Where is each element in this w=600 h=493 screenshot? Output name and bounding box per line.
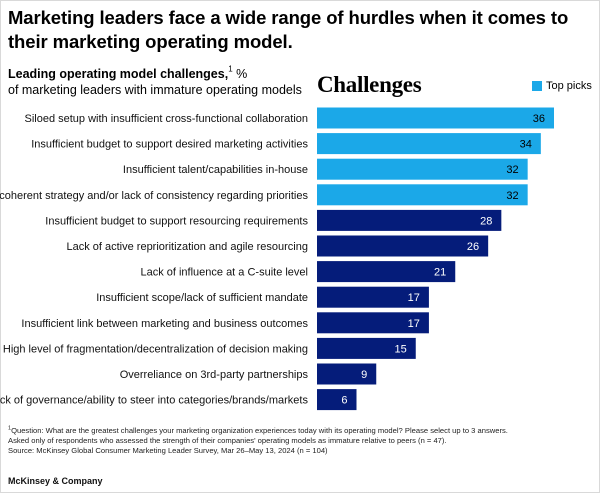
value-label: 17 — [408, 318, 420, 330]
value-label: 34 — [520, 139, 532, 151]
category-label: Lack of governance/ability to steer into… — [0, 395, 308, 407]
category-label: Insufficient scope/lack of sufficient ma… — [96, 292, 308, 304]
footnote-question: 1Question: What are the greatest challen… — [8, 426, 593, 436]
bar-row: Siloed setup with insufficient cross-fun… — [24, 107, 554, 129]
bar-row: Incoherent strategy and/or lack of consi… — [0, 184, 528, 206]
bar — [317, 312, 429, 334]
bar — [317, 363, 377, 385]
bar — [317, 337, 416, 359]
bar — [317, 133, 541, 155]
bar-row: High level of fragmentation/decentraliza… — [3, 337, 416, 359]
bar — [317, 261, 456, 283]
category-label: Insufficient budget to support resourcin… — [45, 215, 308, 227]
bar-row: Insufficient link between marketing and … — [21, 312, 429, 334]
footnote-question-text: Question: What are the greatest challeng… — [11, 426, 508, 435]
category-label: Insufficient budget to support desired m… — [31, 139, 308, 151]
bar-row: Insufficient scope/lack of sufficient ma… — [96, 286, 429, 308]
category-label: High level of fragmentation/decentraliza… — [3, 343, 308, 355]
bar — [317, 209, 502, 231]
subtitle-unit: % — [232, 67, 248, 81]
legend: Top picks — [532, 80, 592, 92]
value-label: 26 — [467, 241, 479, 253]
bar-row: Lack of influence at a C-suite level 21 — [140, 261, 456, 283]
footnote-mark: 1 — [8, 425, 12, 432]
category-label: Lack of influence at a C-suite level — [140, 267, 308, 279]
bar-row: Insufficient talent/capabilities in-hous… — [123, 158, 528, 180]
value-label: 32 — [506, 190, 518, 202]
subtitle-bold: Leading operating model challenges, — [8, 67, 229, 81]
legend-swatch — [532, 81, 542, 91]
bar-row: Insufficient budget to support desired m… — [31, 133, 541, 155]
brand-logo: McKinsey & Company — [8, 476, 103, 486]
bar — [317, 389, 357, 411]
value-label: 17 — [408, 292, 420, 304]
value-label: 6 — [341, 395, 347, 407]
bar — [317, 286, 429, 308]
category-label: Incoherent strategy and/or lack of consi… — [0, 190, 308, 202]
value-label: 32 — [506, 164, 518, 176]
value-label: 9 — [361, 369, 367, 381]
category-label: Siloed setup with insufficient cross-fun… — [24, 113, 308, 125]
chart-heading: Challenges — [317, 72, 422, 97]
category-label: Insufficient talent/capabilities in-hous… — [123, 164, 308, 176]
subtitle-footnote-mark: 1 — [228, 64, 233, 74]
value-label: 15 — [395, 343, 407, 355]
bar-row: Overreliance on 3rd-party partnerships 9 — [120, 363, 377, 385]
category-label: Insufficient link between marketing and … — [21, 318, 308, 330]
footnotes: 1Question: What are the greatest challen… — [8, 426, 593, 456]
headline: Marketing leaders face a wide range of h… — [8, 7, 569, 52]
bar — [317, 158, 528, 180]
bar — [317, 184, 528, 206]
footnote-source: Source: McKinsey Global Consumer Marketi… — [8, 446, 328, 455]
category-label: Overreliance on 3rd-party partnerships — [120, 369, 309, 381]
bar-row: Insufficient budget to support resourcin… — [45, 209, 502, 231]
bar — [317, 235, 489, 257]
bar-row: Lack of active reprioritization and agil… — [66, 235, 489, 257]
bar-row: Lack of governance/ability to steer into… — [0, 389, 357, 411]
subtitle-line2: of marketing leaders with immature opera… — [8, 83, 302, 97]
bar — [317, 107, 554, 129]
footnote-asked: Asked only of respondents who assessed t… — [8, 436, 447, 445]
value-label: 21 — [434, 267, 446, 279]
bar-chart: Siloed setup with insufficient cross-fun… — [0, 107, 554, 411]
subtitle: Leading operating model challenges,1 % o… — [8, 64, 318, 98]
category-label: Lack of active reprioritization and agil… — [66, 241, 308, 253]
legend-label: Top picks — [546, 80, 592, 92]
value-label: 36 — [533, 113, 545, 125]
value-label: 28 — [480, 215, 492, 227]
